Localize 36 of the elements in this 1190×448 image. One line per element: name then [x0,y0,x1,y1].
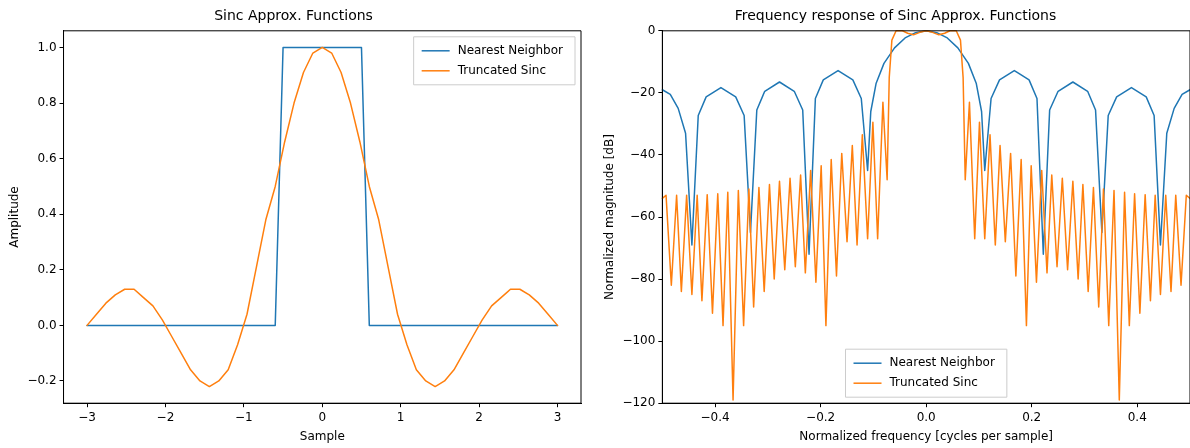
y-axis-title: Amplitude [7,186,22,248]
chart-title: Sinc Approx. Functions [214,7,373,24]
y-tick-label: 0 [647,22,656,37]
x-tick-label: −3 [78,409,96,424]
legend-label: Truncated Sinc [888,375,978,390]
x-tick-label: 3 [553,409,562,424]
chart-title: Frequency response of Sinc Approx. Functions [734,7,1057,24]
x-tick-label: −0.2 [806,409,836,424]
y-tick-label: 1.0 [37,39,57,54]
y-axis-title: Normalized magnitude [dB] [602,134,617,300]
y-tick-label: −40 [630,147,656,162]
y-tick-label: 0.6 [37,150,57,165]
y-tick-label: −80 [630,271,656,286]
x-tick-label: 1 [396,409,405,424]
y-tick-label: −0.2 [27,373,57,388]
y-tick-label: −60 [630,209,656,224]
x-tick-label: −2 [156,409,175,424]
x-tick-label: −1 [235,409,253,424]
y-tick-label: −120 [622,395,656,410]
legend-label: Nearest Neighbor [889,355,995,370]
y-tick-label: −100 [622,333,656,348]
y-tick-label: −20 [630,84,656,99]
x-tick-label: −0.4 [700,409,730,424]
x-tick-label: 0.4 [1127,409,1147,424]
x-tick-label: 0 [318,409,327,424]
x-axis-title: Sample [299,428,345,443]
x-tick-label: 2 [475,409,483,424]
legend-label: Nearest Neighbor [457,42,564,57]
y-tick-label: 0.0 [37,317,57,332]
x-axis-title: Normalized frequency [cycles per sample] [799,428,1054,443]
legend-label: Truncated Sinc [456,62,546,77]
x-tick-label: 0.0 [916,409,936,424]
x-tick-label: 0.2 [1022,409,1042,424]
y-tick-label: 0.4 [37,206,57,221]
y-tick-label: 0.8 [37,95,57,110]
y-tick-label: 0.2 [37,261,57,276]
